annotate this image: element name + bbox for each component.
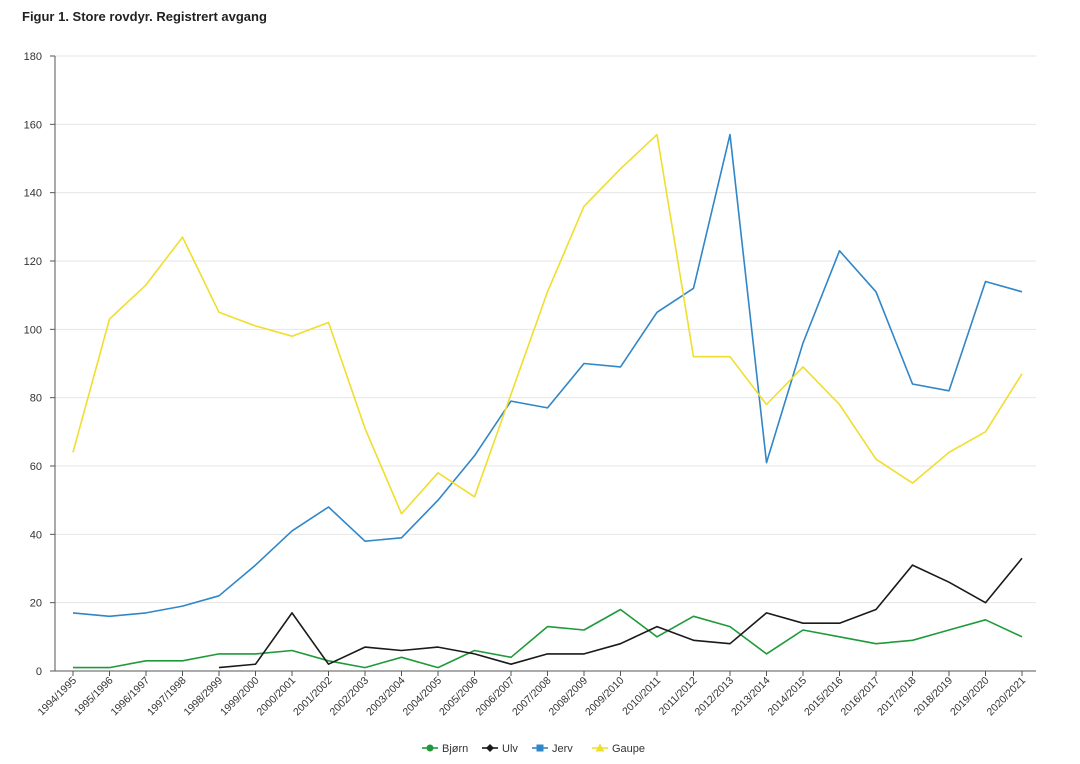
series-line-ulv xyxy=(218,557,1023,669)
x-tick-label: 2009/2010 xyxy=(583,675,627,719)
series-line-bjørn xyxy=(73,608,1023,669)
legend-label: Jerv xyxy=(552,743,573,755)
x-axis-ticks: 1994/19951995/19961996/19971997/19981998… xyxy=(36,675,1029,719)
legend-marker xyxy=(595,743,605,752)
legend-label: Ulv xyxy=(502,743,518,755)
y-tick-label: 120 xyxy=(24,256,42,268)
y-tick-label: 180 xyxy=(24,51,42,63)
y-tick-label: 80 xyxy=(30,393,42,405)
grid-lines xyxy=(55,55,1036,604)
legend-label: Bjørn xyxy=(442,743,468,755)
legend: Bjørn Ulv Jerv Gaupe xyxy=(422,743,645,755)
legend-item-jerv[interactable]: Jerv xyxy=(532,743,573,755)
y-tick-label: 20 xyxy=(30,598,42,610)
y-tick-label: 100 xyxy=(24,324,42,336)
chart-title: Figur 1. Store rovdyr. Registrert avgang xyxy=(22,9,267,24)
legend-label: Gaupe xyxy=(612,743,645,755)
series-line-jerv xyxy=(72,133,1023,618)
legend-item-bjørn[interactable]: Bjørn xyxy=(422,743,468,755)
legend-marker xyxy=(486,744,494,752)
series-lines xyxy=(72,133,1023,669)
y-axis-ticks: 0 20 40 60 80 100 120 140 160 180 xyxy=(24,51,42,678)
series-line-gaupe xyxy=(72,133,1023,515)
y-tick-label: 60 xyxy=(30,461,42,473)
x-tick-label: 2020/2021 xyxy=(985,675,1029,719)
y-tick-label: 140 xyxy=(24,188,42,200)
y-tick-label: 160 xyxy=(24,119,42,131)
legend-item-ulv[interactable]: Ulv xyxy=(482,743,518,755)
legend-marker xyxy=(426,744,434,752)
legend-item-gaupe[interactable]: Gaupe xyxy=(592,743,645,755)
legend-marker xyxy=(536,744,544,752)
y-tick-label: 40 xyxy=(30,529,42,541)
y-tick-label: 0 xyxy=(36,666,42,678)
x-tick-label: 2010/2011 xyxy=(620,675,663,718)
axes xyxy=(50,55,1036,676)
